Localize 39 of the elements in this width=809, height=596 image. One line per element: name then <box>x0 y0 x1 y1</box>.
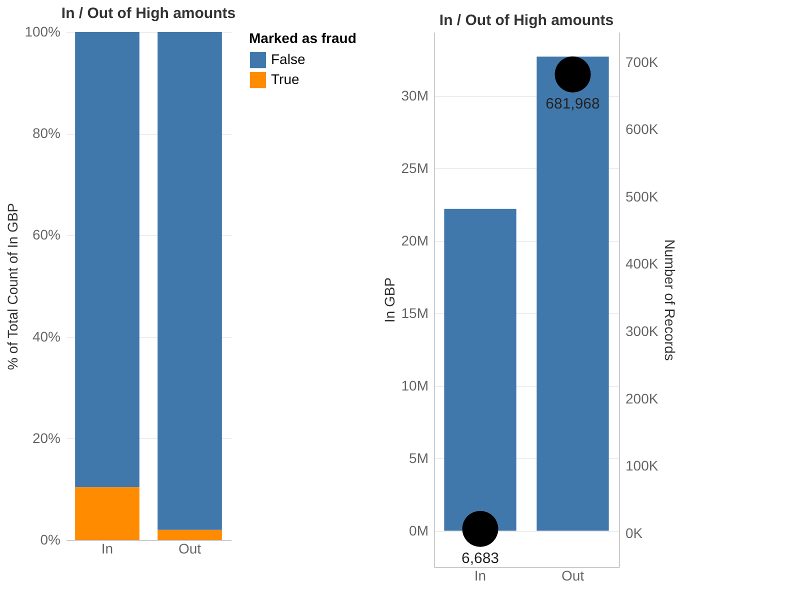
data-label: 6,683 <box>461 550 500 567</box>
legend-label: False <box>271 51 306 67</box>
y-tick-label: 60% <box>32 226 60 243</box>
y2-tick-label: 100K <box>626 458 659 474</box>
legend-label: True <box>271 71 300 87</box>
data-label: 681,968 <box>546 95 600 112</box>
y-tick-label: 40% <box>32 328 60 344</box>
y-axis-title: In GBP <box>381 277 398 323</box>
y-axis-title: % of Total Count of In GBP <box>4 202 21 370</box>
y2-tick-label: 400K <box>626 256 659 272</box>
y2-tick-label: 700K <box>626 54 659 70</box>
x-tick-label: In <box>474 568 486 584</box>
bar <box>75 487 140 540</box>
y-tick-label: 10M <box>401 377 428 394</box>
y-tick-label: 0% <box>40 532 60 548</box>
bar <box>75 32 140 488</box>
y-tick-label: 20% <box>32 430 60 446</box>
y-tick-label: 0M <box>409 522 428 538</box>
x-tick-label: In <box>101 540 114 556</box>
x-tick-label: Out <box>178 540 202 556</box>
y-tick-label: 30M <box>401 87 428 104</box>
y-tick-label: 15M <box>401 304 428 321</box>
y2-tick-label: 0K <box>626 524 644 541</box>
y-tick-label: 80% <box>32 125 60 142</box>
legend-title: Marked as fraud <box>249 30 356 46</box>
y2-tick-label: 200K <box>626 390 659 406</box>
chart-title: In / Out of High amounts <box>439 12 614 29</box>
y2-tick-label: 600K <box>626 121 659 138</box>
y2-tick-label: 500K <box>626 188 659 204</box>
bar <box>158 530 222 540</box>
y-tick-label: 25M <box>401 160 428 176</box>
bar <box>158 32 222 530</box>
y-tick-label: 20M <box>401 232 428 248</box>
y-tick-label: 100% <box>24 24 60 40</box>
y-tick-label: 5M <box>409 450 428 466</box>
y2-tick-label: 300K <box>626 322 659 339</box>
y2-axis-title: Number of Records <box>662 239 678 361</box>
x-tick-label: Out <box>561 568 584 584</box>
chart-title: In / Out of High amounts <box>61 5 236 22</box>
